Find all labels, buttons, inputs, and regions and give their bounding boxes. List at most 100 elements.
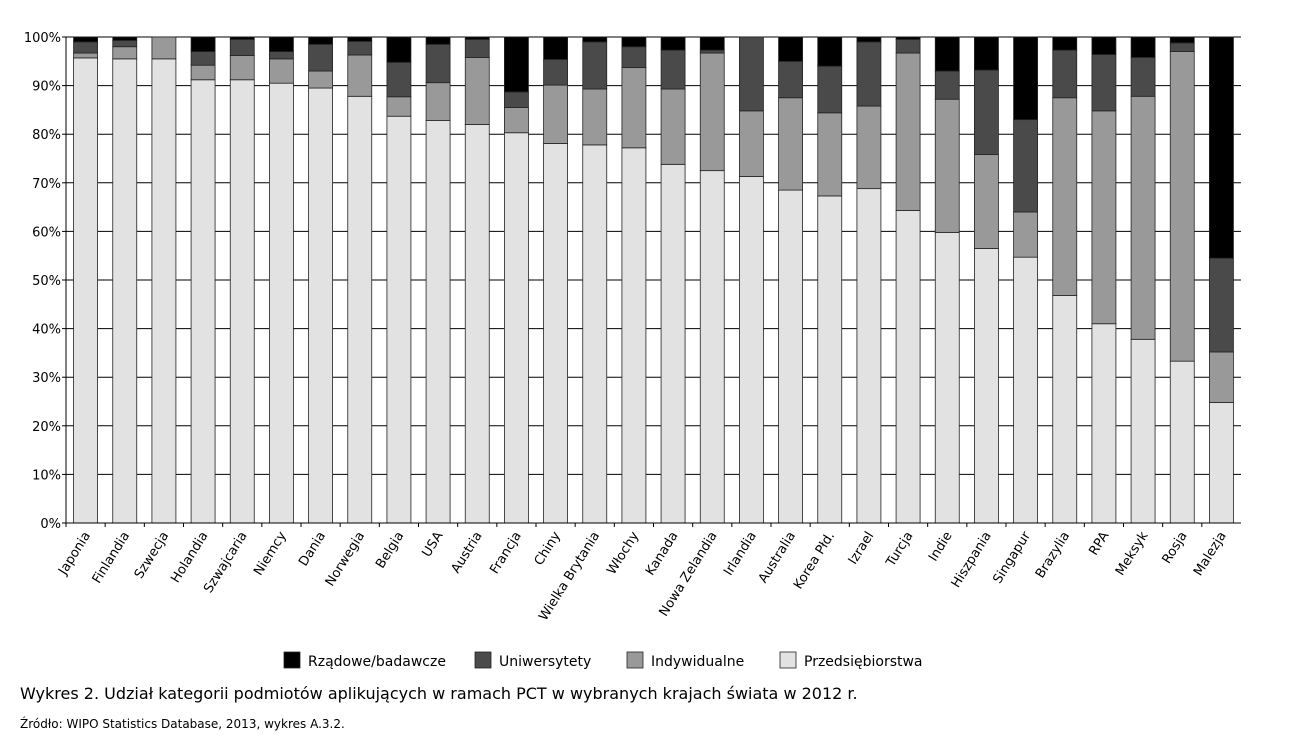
- legend-swatch: [779, 651, 797, 669]
- y-tick-label: 60%: [32, 225, 61, 240]
- bar-segment: [229, 36, 255, 40]
- y-tick-label: 40%: [32, 323, 61, 338]
- x-tick-label: RPA: [1086, 529, 1112, 558]
- bar-segment: [543, 84, 568, 144]
- x-tick-label: Francja: [487, 529, 525, 577]
- x-tick-label: Korea Płd.: [791, 529, 838, 592]
- bar-segment: [190, 51, 216, 66]
- bar-segment: [934, 36, 960, 72]
- bar-segment: [856, 188, 882, 524]
- bar-segment: [1091, 36, 1117, 55]
- bar-segment: [739, 176, 764, 524]
- x-tick-label: Turcja: [883, 529, 916, 570]
- bar-segment: [386, 36, 412, 63]
- bar-segment: [817, 36, 843, 67]
- bar-segment: [895, 39, 921, 54]
- bar-segment: [895, 36, 921, 40]
- x-tick-label: Malezja: [1191, 529, 1230, 579]
- x-tick-label: Singapur: [990, 529, 1034, 587]
- bar-segment: [347, 36, 373, 42]
- bar-segment: [504, 107, 529, 134]
- bar-segment: [974, 154, 999, 249]
- bar-segment: [504, 91, 529, 108]
- bar-segment: [621, 67, 647, 149]
- bar-segment: [974, 69, 999, 156]
- x-tick-label: Norwegia: [323, 529, 368, 589]
- bar-segment: [347, 54, 373, 97]
- bar-segment: [621, 46, 647, 69]
- bar-segment: [112, 46, 138, 60]
- y-tick-label: 20%: [32, 420, 61, 435]
- x-tick-label: Rosja: [1159, 529, 1190, 566]
- y-tick-label: 80%: [32, 128, 61, 143]
- x-tick-label: Włochy: [604, 529, 642, 578]
- bar-segment: [1091, 110, 1117, 325]
- bar-segment: [269, 36, 294, 52]
- x-tick-labels: JaponiaFinlandiaSzwecjaHolandiaSzwajcari…: [55, 529, 1229, 624]
- bar-segment: [386, 61, 412, 98]
- bar-segment: [269, 82, 294, 524]
- legend-swatch: [474, 651, 492, 669]
- bars: [73, 36, 1234, 524]
- bar-segment: [190, 79, 216, 524]
- y-tick-labels: 0% 10% 20% 30% 40% 50% 60% 70% 80% 90% 100%: [24, 31, 61, 532]
- y-tick-label: 30%: [32, 371, 61, 386]
- bar-segment: [504, 36, 529, 93]
- bar-segment: [660, 49, 686, 90]
- bar-segment: [660, 163, 686, 524]
- bar-segment: [1130, 95, 1156, 340]
- x-tick-label: Szwecja: [132, 529, 173, 581]
- bar-segment: [934, 231, 960, 524]
- bar-segment: [1169, 51, 1195, 362]
- bar-segment: [151, 58, 177, 524]
- x-tick-label: Hiszpania: [949, 529, 995, 590]
- bar-segment: [1169, 360, 1195, 524]
- y-tick-label: 10%: [32, 468, 61, 483]
- legend-label: Rządowe/badawcze: [308, 654, 446, 670]
- bar-segment: [229, 55, 255, 81]
- bar-segment: [112, 58, 138, 524]
- bar-segment: [1052, 295, 1078, 524]
- bar-segment: [269, 58, 294, 84]
- bar-segment: [1013, 211, 1038, 258]
- bar-segment: [817, 112, 843, 197]
- bar-segment: [543, 143, 568, 524]
- legend-swatch: [283, 651, 301, 669]
- bar-segment: [269, 51, 294, 60]
- bar-segment: [856, 36, 882, 43]
- bar-segment: [1091, 54, 1117, 112]
- y-tick-label: 70%: [32, 177, 61, 192]
- bar-segment: [739, 110, 764, 177]
- legend-label: Indywidualne: [651, 654, 744, 670]
- bar-segment: [308, 70, 333, 89]
- bar-segment: [73, 52, 98, 59]
- bar-segment: [1013, 36, 1038, 121]
- x-tick-label: Holandia: [168, 529, 211, 586]
- bar-segment: [778, 189, 803, 524]
- x-tick-label: Finlandia: [90, 529, 133, 586]
- bar-segment: [856, 41, 882, 107]
- bar-segment: [1013, 256, 1038, 524]
- bar-segment: [464, 36, 490, 40]
- x-tick-label: Irlandia: [721, 529, 760, 578]
- x-tick-label: Dania: [296, 529, 329, 569]
- legend: Rządowe/badawcze Uniwersytety Indywidualne…: [283, 651, 923, 670]
- bar-segment: [856, 105, 882, 190]
- y-tick-label: 90%: [32, 80, 61, 95]
- figure-caption: Wykres 2. Udział kategorii podmiotów apl…: [20, 684, 858, 703]
- bar-segment: [386, 96, 412, 117]
- axes: [62, 36, 1241, 527]
- bar-segment: [895, 52, 921, 211]
- bar-segment: [778, 60, 803, 99]
- bar-segment: [1169, 36, 1195, 44]
- bar-segment: [504, 132, 529, 524]
- legend-swatch: [626, 651, 644, 669]
- x-tick-label: USA: [419, 529, 446, 560]
- x-tick-label: Indie: [926, 529, 956, 564]
- bar-segment: [660, 88, 686, 165]
- bar-segment: [1209, 257, 1234, 353]
- bar-segment: [1013, 119, 1038, 213]
- bar-segment: [464, 39, 490, 58]
- bar-segment: [739, 36, 764, 112]
- bar-segment: [778, 97, 803, 191]
